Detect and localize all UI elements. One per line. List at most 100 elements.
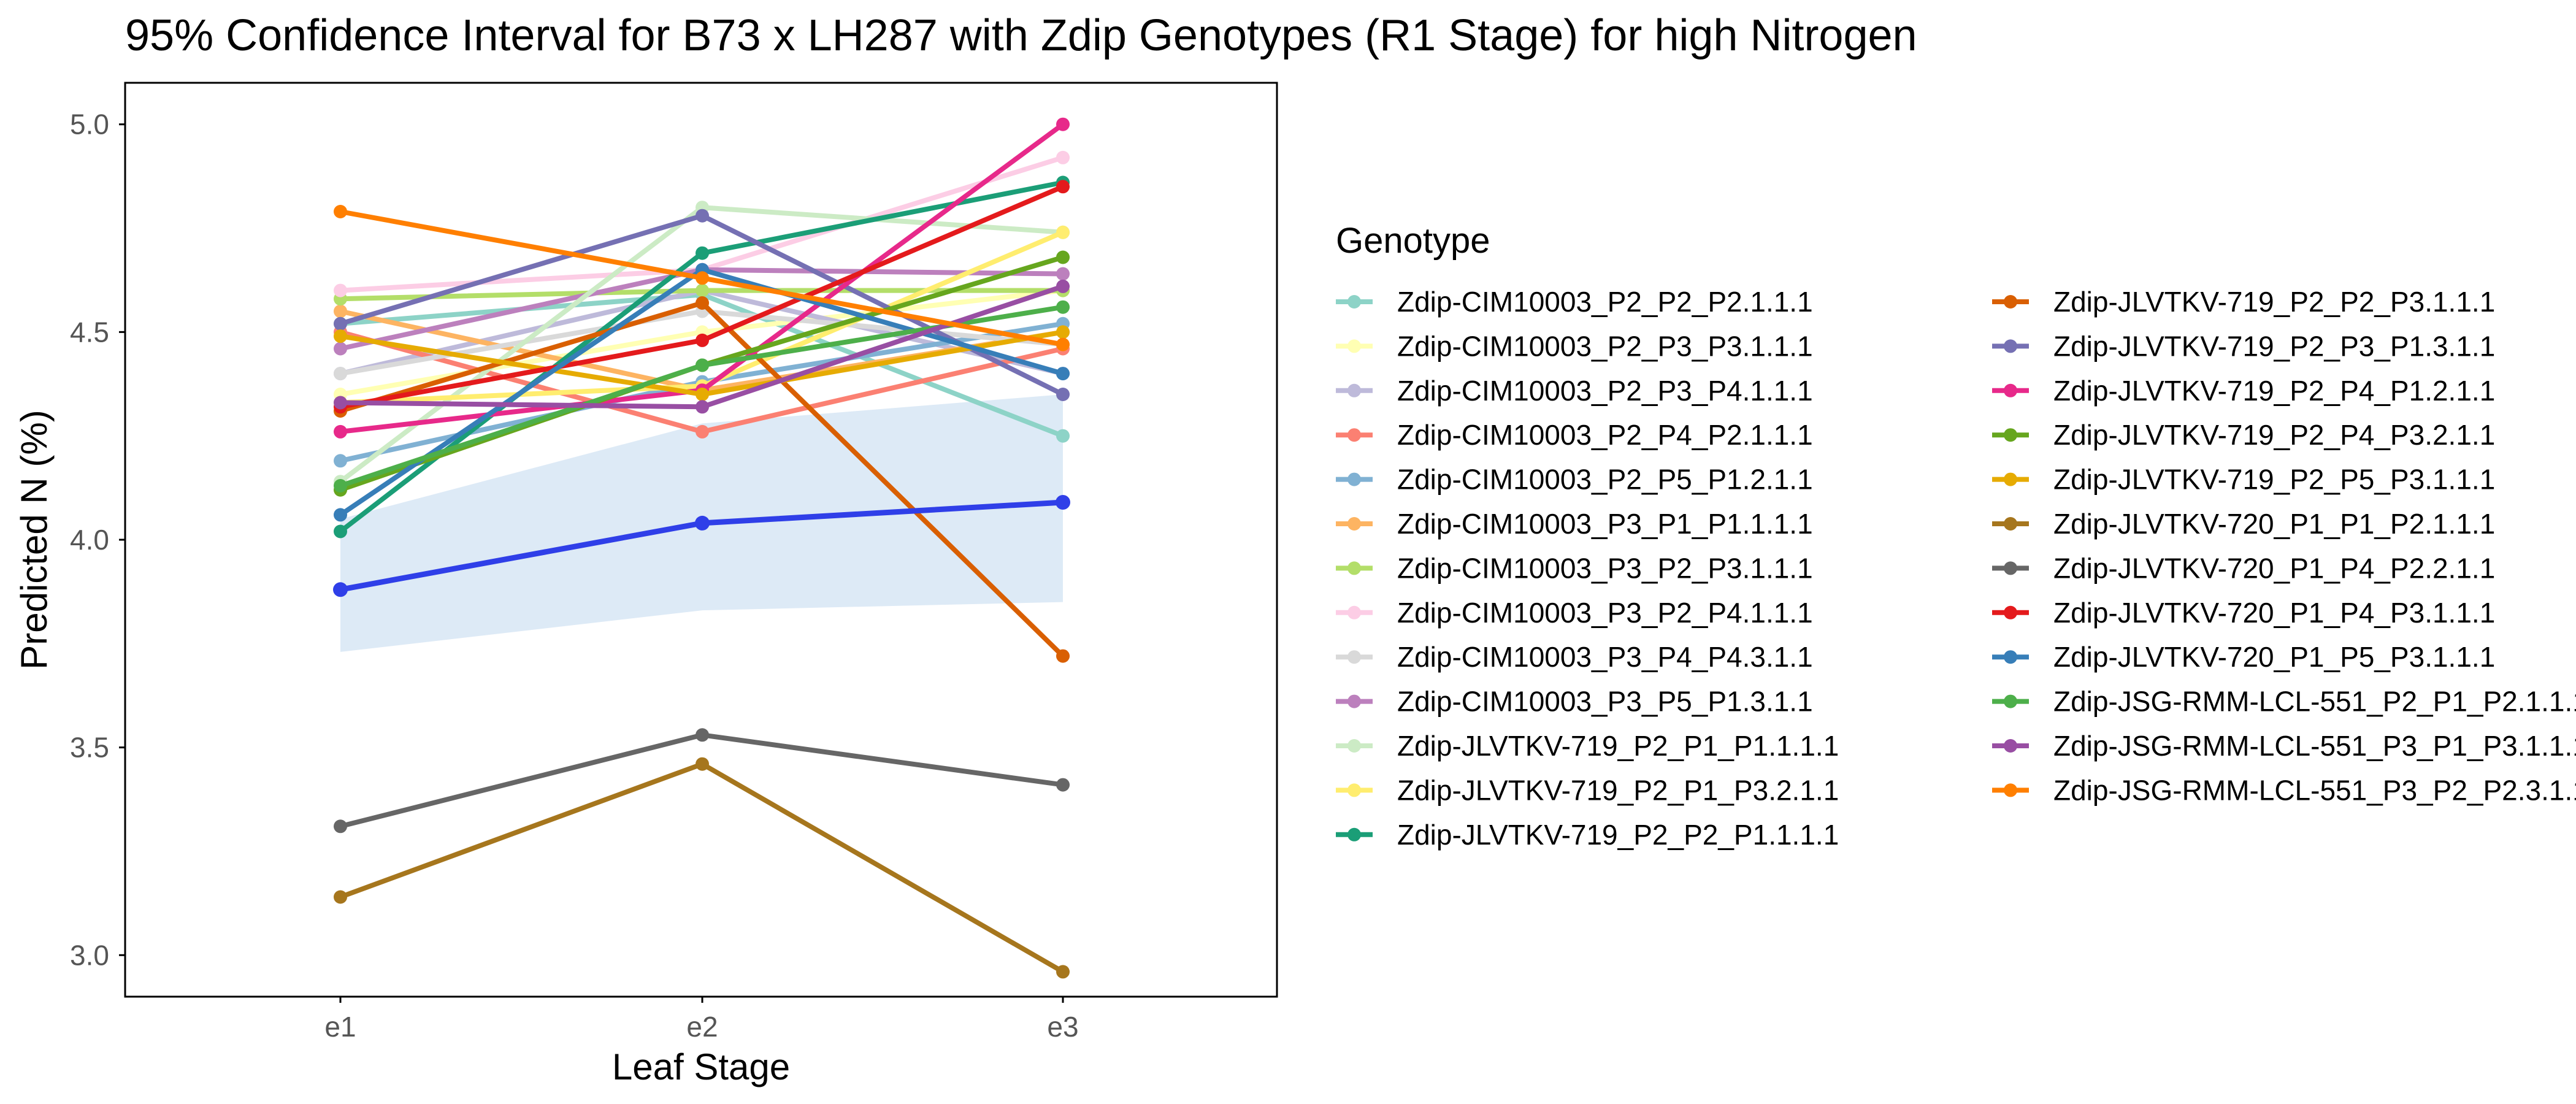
series-point [334, 890, 347, 904]
series-point [696, 757, 709, 771]
y-axis-label: Predicted N (%) [13, 410, 55, 669]
y-axis-ticks: 3.0 3.5 4.0 4.5 5.0 [70, 109, 125, 971]
legend-key-point [1347, 339, 1361, 353]
legend-label: Zdip-JLVTKV-719_P2_P4_P3.2.1.1 [2053, 419, 2495, 451]
legend-label: Zdip-CIM10003_P3_P5_P1.3.1.1 [1397, 686, 1813, 718]
series-point [1056, 225, 1070, 239]
series-point [1056, 367, 1070, 381]
legend-label: Zdip-JLVTKV-719_P2_P2_P1.1.1.1 [1397, 819, 1839, 851]
legend-label: Zdip-CIM10003_P3_P1_P1.1.1.1 [1397, 508, 1813, 540]
series-point [1056, 300, 1070, 314]
legend-label: Zdip-JLVTKV-720_P1_P4_P3.1.1.1 [2053, 597, 2495, 629]
legend-item: Zdip-CIM10003_P2_P2_P2.1.1.1 [1336, 286, 1813, 318]
legend: Zdip-CIM10003_P2_P2_P2.1.1.1 Zdip-CIM1000… [1336, 286, 2576, 851]
series-point [1056, 279, 1070, 293]
legend-item: Zdip-JLVTKV-719_P2_P1_P3.2.1.1 [1336, 774, 1839, 806]
legend-label: Zdip-JLVTKV-720_P1_P1_P2.1.1.1 [2053, 508, 2495, 540]
legend-key-point [1347, 561, 1361, 575]
legend-title: Genotype [1336, 221, 1490, 261]
legend-item: Zdip-CIM10003_P2_P4_P2.1.1.1 [1336, 419, 1813, 451]
x-axis-ticks: e1 e2 e3 [324, 997, 1079, 1043]
series-point [334, 304, 347, 318]
series-point [696, 283, 709, 297]
legend-key-point [1347, 383, 1361, 397]
legend-label: Zdip-JLVTKV-720_P1_P5_P3.1.1.1 [2053, 641, 2495, 673]
y-tick-label: 5.0 [70, 109, 109, 140]
legend-label: Zdip-CIM10003_P3_P4_P4.3.1.1 [1397, 641, 1813, 673]
legend-item: Zdip-JLVTKV-719_P2_P1_P1.1.1.1 [1336, 730, 1839, 762]
legend-label: Zdip-JLVTKV-719_P2_P1_P1.1.1.1 [1397, 730, 1839, 762]
legend-label: Zdip-CIM10003_P2_P5_P1.2.1.1 [1397, 464, 1813, 496]
series-14 [334, 296, 1070, 663]
legend-item: Zdip-JLVTKV-720_P1_P1_P2.1.1.1 [1992, 508, 2495, 540]
series-point [334, 424, 347, 439]
legend-key-point [1347, 605, 1361, 619]
legend-item: Zdip-CIM10003_P2_P3_P3.1.1.1 [1336, 330, 1813, 362]
legend-key-point [2004, 783, 2017, 797]
legend-key-point [2004, 383, 2017, 397]
series-point [334, 342, 347, 356]
legend-item: Zdip-JSG-RMM-LCL-551_P2_P1_P2.1.1.1 [1992, 686, 2576, 718]
legend-key-point [2004, 339, 2017, 353]
series-layer [334, 117, 1070, 979]
series-point [696, 333, 709, 347]
legend-item: Zdip-CIM10003_P3_P1_P1.1.1.1 [1336, 508, 1813, 540]
mean-point [1056, 495, 1070, 510]
series-point [696, 358, 709, 372]
series-point [696, 246, 709, 260]
legend-key-point [1347, 428, 1361, 442]
legend-label: Zdip-CIM10003_P2_P3_P3.1.1.1 [1397, 330, 1813, 362]
series-point [334, 819, 347, 834]
series-line [338, 761, 1065, 975]
x-axis-label: Leaf Stage [612, 1046, 790, 1087]
legend-key-point [2004, 739, 2017, 753]
legend-key-point [2004, 694, 2017, 708]
legend-key-point [2004, 428, 2017, 442]
legend-item: Zdip-JLVTKV-719_P2_P5_P3.1.1.1 [1992, 464, 2495, 496]
legend-item: Zdip-JLVTKV-719_P2_P2_P1.1.1.1 [1336, 819, 1839, 851]
series-point [696, 209, 709, 223]
legend-key-point [1347, 517, 1361, 531]
series-point [334, 396, 347, 410]
mean-point [333, 582, 348, 597]
chart-title: 95% Confidence Interval for B73 x LH287 … [125, 11, 1917, 60]
series-point [1056, 337, 1070, 351]
series-point [334, 479, 347, 493]
legend-item: Zdip-JLVTKV-719_P2_P2_P3.1.1.1 [1992, 286, 2495, 318]
legend-item: Zdip-JLVTKV-719_P2_P4_P1.2.1.1 [1992, 375, 2495, 407]
series-point [334, 367, 347, 381]
legend-key-point [1347, 694, 1361, 708]
legend-item: Zdip-JLVTKV-719_P2_P3_P1.3.1.1 [1992, 330, 2495, 362]
series-point [1056, 649, 1070, 663]
legend-label: Zdip-CIM10003_P2_P2_P2.1.1.1 [1397, 286, 1813, 318]
legend-key-point [1347, 827, 1361, 841]
legend-item: Zdip-JLVTKV-720_P1_P4_P2.2.1.1 [1992, 552, 2495, 584]
legend-label: Zdip-CIM10003_P3_P2_P4.1.1.1 [1397, 597, 1813, 629]
legend-key-point [2004, 650, 2017, 664]
legend-item: Zdip-JLVTKV-720_P1_P4_P3.1.1.1 [1992, 597, 2495, 629]
x-tick-label: e3 [1047, 1011, 1078, 1043]
series-point [696, 728, 709, 742]
legend-item: Zdip-JLVTKV-719_P2_P4_P3.2.1.1 [1992, 419, 2495, 451]
legend-key-point [2004, 517, 2017, 531]
legend-item: Zdip-CIM10003_P2_P3_P4.1.1.1 [1336, 375, 1813, 407]
series-point [334, 283, 347, 297]
series-point [1056, 150, 1070, 164]
series-point [334, 508, 347, 522]
series-point [334, 316, 347, 331]
legend-label: Zdip-JSG-RMM-LCL-551_P2_P1_P2.1.1.1 [2053, 686, 2576, 718]
legend-item: Zdip-CIM10003_P3_P4_P4.3.1.1 [1336, 641, 1813, 673]
x-tick-label: e2 [686, 1011, 718, 1043]
x-tick-label: e1 [324, 1011, 356, 1043]
legend-key-point [2004, 295, 2017, 309]
legend-key-point [2004, 605, 2017, 619]
legend-label: Zdip-JSG-RMM-LCL-551_P3_P2_P2.3.1.1 [2053, 774, 2576, 806]
series-point [334, 524, 347, 539]
legend-label: Zdip-JLVTKV-719_P2_P5_P3.1.1.1 [2053, 464, 2495, 496]
legend-label: Zdip-JLVTKV-719_P2_P1_P3.2.1.1 [1397, 774, 1839, 806]
series-point [696, 424, 709, 439]
y-tick-label: 3.0 [70, 939, 109, 971]
series-point [1056, 180, 1070, 194]
series-24 [334, 279, 1070, 414]
